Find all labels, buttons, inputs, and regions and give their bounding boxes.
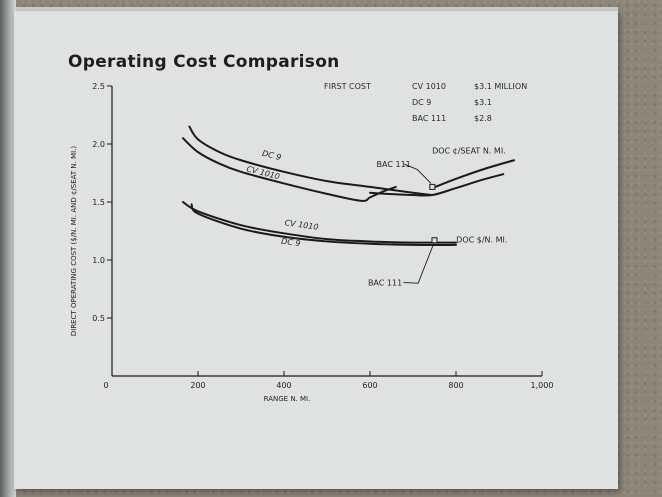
annotation-label: CV 1010 — [284, 218, 319, 232]
first-cost-row: FIRST COST CV 1010 $3.1 MILLION — [324, 82, 527, 98]
first-cost-row: DC 9 $3.1 — [324, 98, 527, 114]
y-tick-label: 1.5 — [92, 198, 105, 207]
annotation-label: DOC $/N. MI. — [456, 236, 507, 245]
x-tick-label: 200 — [190, 381, 205, 390]
y-axis-label: DIRECT OPERATING COST ($/N. MI. AND ¢/SE… — [70, 146, 78, 337]
x-tick-label: 1,000 — [531, 381, 554, 390]
x-tick-label: 400 — [276, 381, 291, 390]
annotation-label: DC 9 — [261, 149, 282, 162]
document-page — [14, 11, 618, 489]
x-tick-label: 800 — [448, 381, 463, 390]
y-tick-label: 2.5 — [92, 82, 105, 91]
first-cost-aircraft: BAC 111 — [412, 114, 447, 123]
series-line — [181, 137, 397, 202]
leader-line — [404, 163, 432, 184]
x-tick-label: 0 — [103, 381, 108, 390]
annotation-label: DC 9 — [281, 237, 301, 249]
y-tick-label: 1.0 — [92, 256, 105, 265]
first-cost-aircraft: DC 9 — [412, 98, 432, 107]
series-line — [431, 159, 516, 190]
first-cost-value: $3.1 MILLION — [474, 82, 528, 91]
first-cost-row: BAC 111 $2.8 — [324, 114, 527, 130]
chart-title: Operating Cost Comparison — [68, 52, 340, 72]
first-cost-aircraft: CV 1010 — [412, 82, 446, 91]
first-cost-value: $2.8 — [474, 114, 492, 123]
series-line — [181, 201, 457, 244]
leader-line — [403, 243, 435, 284]
annotation-label: DOC ¢/SEAT N. MI. — [432, 146, 506, 155]
data-point-marker — [431, 237, 438, 244]
series-line — [190, 203, 457, 247]
annotation-label: BAC 111 — [368, 279, 402, 288]
series-line — [188, 125, 434, 197]
first-cost-heading: FIRST COST — [324, 82, 371, 91]
series-line — [369, 173, 505, 197]
x-axis-label: RANGE N. MI. — [264, 395, 311, 403]
first-cost-table: FIRST COST CV 1010 $3.1 MILLION DC 9 $3.… — [324, 82, 527, 130]
x-tick-label: 600 — [362, 381, 377, 390]
binder-edge — [0, 0, 16, 497]
first-cost-value: $3.1 — [474, 98, 492, 107]
data-point-marker — [429, 183, 436, 190]
y-tick-label: 2.0 — [92, 140, 105, 149]
y-tick-label: 0.5 — [92, 314, 105, 323]
annotation-label: BAC 111 — [377, 160, 411, 169]
